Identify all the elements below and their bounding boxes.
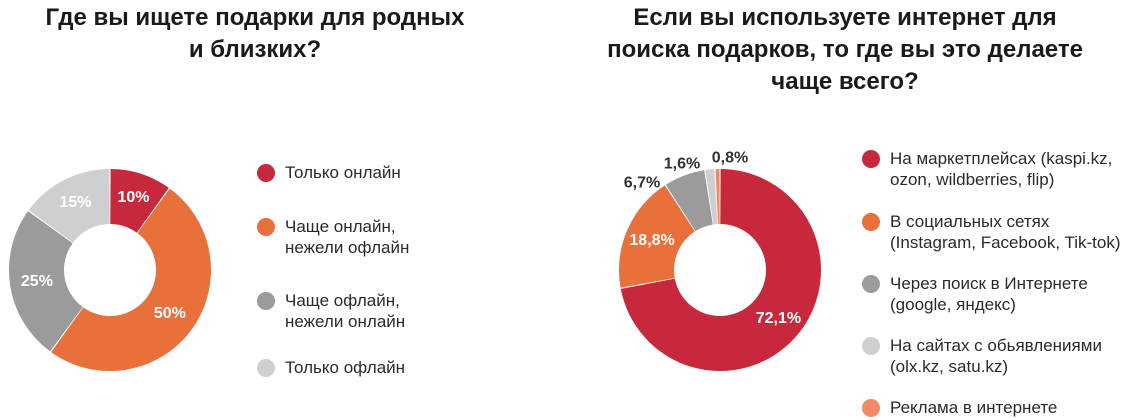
chart-2-legend-swatch xyxy=(862,337,880,355)
chart-2-slice xyxy=(618,185,695,288)
chart-2-legend-label-line: На сайтах с обьявлениями xyxy=(890,336,1102,355)
chart-1-legend-label-line: Только офлайн xyxy=(285,358,406,377)
chart-2-legend-label: На маркетплейсах (kaspi.kz, ozon, wildber… xyxy=(890,148,1112,190)
chart-1-legend-label-line: Только онлайн xyxy=(285,163,401,182)
chart-2-legend-label: В социальных сетях (Instagram, Facebook, … xyxy=(890,211,1121,253)
chart-2-data-label: 6,7% xyxy=(624,175,660,192)
chart-1-legend-swatch xyxy=(257,359,275,377)
chart-2-title-line: Если вы используете интернет для xyxy=(633,4,1057,31)
chart-1-data-label: 25% xyxy=(21,273,53,290)
chart-2-title-line: чаще всего? xyxy=(771,68,919,95)
chart-1-slice xyxy=(110,169,169,233)
chart-1-legend-label-line: Чаще онлайн, xyxy=(285,217,396,236)
legend-gift-search: Только онлайн Чаще онлайн, нежели офлайн Ча… xyxy=(257,162,457,392)
chart-1-data-label: 50% xyxy=(154,305,186,322)
chart-1-legend-item: Чаще офлайн, нежели онлайн xyxy=(257,290,405,332)
chart-2-legend-label-line: (olx.kz, satu.kz) xyxy=(890,357,1009,376)
chart-1-legend-item: Только онлайн xyxy=(257,162,401,183)
chart-2-data-label: 72,1% xyxy=(756,310,801,327)
chart-2-legend-label: На сайтах с обьявлениями (olx.kz, satu.kz… xyxy=(890,335,1102,377)
chart-1-legend-swatch xyxy=(257,164,275,182)
chart-1-legend-label: Только офлайн xyxy=(285,357,405,378)
chart-2-legend-swatch xyxy=(862,213,880,231)
chart-2-legend-item: В социальных сетях (Instagram, Facebook, … xyxy=(862,211,1121,253)
chart-1-data-label: 15% xyxy=(59,194,91,211)
chart-2-title: Если вы используете интернет для поиска … xyxy=(590,2,1100,98)
chart-2-legend-label-line: (Instagram, Facebook, Tik-tok) xyxy=(890,233,1121,252)
chart-1-legend-item: Только офлайн xyxy=(257,357,405,378)
chart-2-legend-item: Через поиск в Интернете (google, яндекс) xyxy=(862,273,1088,315)
chart-2-slice xyxy=(705,169,718,225)
chart-2-title-line: поиска подарков, то где вы это делаете xyxy=(607,36,1083,63)
chart-2-legend-label-line: На маркетплейсах (kaspi.kz, xyxy=(890,149,1113,168)
chart-1-title-line: Где вы ищете подарки для родных xyxy=(45,4,465,31)
chart-2-legend-label-line: В социальных сетях xyxy=(890,212,1050,231)
chart-2-slice xyxy=(715,169,720,225)
chart-2-data-label: 18,8% xyxy=(629,232,674,249)
chart-1-data-label: 10% xyxy=(117,189,149,206)
chart-2-legend-item: На сайтах с обьявлениями (olx.kz, satu.kz… xyxy=(862,335,1102,377)
chart-2-legend-swatch xyxy=(862,150,880,168)
chart-2-legend-label-line: Реклама в интернете xyxy=(890,398,1058,417)
chart-1-legend-label: Чаще онлайн, нежели офлайн xyxy=(285,216,409,258)
chart-2-legend-label: Реклама в интернете xyxy=(890,397,1057,418)
chart-2-legend-item: Реклама в интернете xyxy=(862,397,1057,418)
chart-1-legend-item: Чаще онлайн, нежели офлайн xyxy=(257,216,409,258)
chart-1-legend-swatch xyxy=(257,292,275,310)
chart-1-legend-swatch xyxy=(257,218,275,236)
legend-online-channels: На маркетплейсах (kaspi.kz, ozon, wildber… xyxy=(862,148,1142,420)
chart-1-legend-label-line: нежели онлайн xyxy=(285,312,406,331)
chart-2-data-label: 1,6% xyxy=(664,156,700,173)
chart-1-legend-label-line: нежели офлайн xyxy=(285,238,410,257)
chart-2-data-label: 0,8% xyxy=(712,150,748,167)
chart-2-legend-swatch xyxy=(862,399,880,417)
chart-2-legend-label-line: ozon, wildberries, flip) xyxy=(890,170,1055,189)
chart-2-legend-item: На маркетплейсах (kaspi.kz, ozon, wildber… xyxy=(862,148,1112,190)
chart-1-title-line: и близких? xyxy=(188,36,322,63)
chart-1-slice xyxy=(28,169,110,243)
chart-1-slice xyxy=(51,188,211,371)
chart-2-legend-label-line: (google, яндекс) xyxy=(890,295,1016,314)
chart-1-title: Где вы ищете подарки для родных и близки… xyxy=(20,2,490,66)
chart-1-slice xyxy=(9,211,83,352)
chart-1-legend-label: Чаще офлайн, нежели онлайн xyxy=(285,290,405,332)
chart-2-legend-label-line: Через поиск в Интернете xyxy=(890,274,1088,293)
chart-1-legend-label-line: Чаще офлайн, xyxy=(285,291,400,310)
chart-2-legend-label: Через поиск в Интернете (google, яндекс) xyxy=(890,273,1088,315)
chart-2-slice xyxy=(620,169,821,371)
chart-1-legend-label: Только онлайн xyxy=(285,162,401,183)
chart-2-legend-swatch xyxy=(862,275,880,293)
chart-2-slice xyxy=(665,170,713,232)
